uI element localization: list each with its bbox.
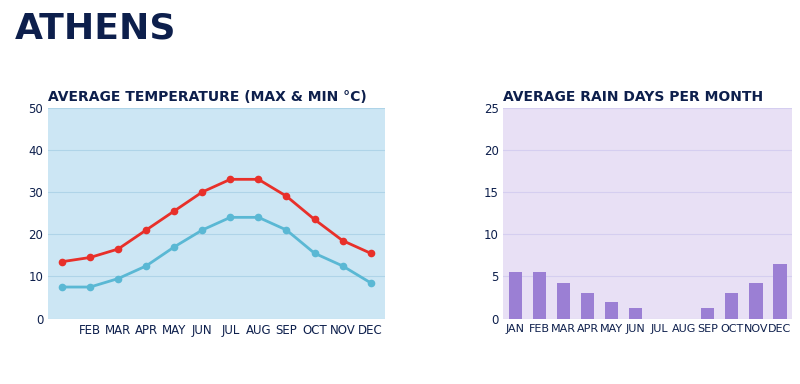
Bar — [750, 283, 762, 319]
Bar — [726, 293, 738, 319]
Text: AVERAGE TEMPERATURE (MAX & MIN °C): AVERAGE TEMPERATURE (MAX & MIN °C) — [48, 89, 366, 104]
Text: AVERAGE RAIN DAYS PER MONTH: AVERAGE RAIN DAYS PER MONTH — [503, 89, 763, 104]
Bar — [581, 293, 594, 319]
Bar — [702, 308, 714, 319]
Bar — [509, 272, 522, 319]
Text: ATHENS: ATHENS — [14, 12, 176, 46]
Bar — [605, 302, 618, 319]
Bar — [557, 283, 570, 319]
Bar — [629, 308, 642, 319]
Bar — [533, 272, 546, 319]
Bar — [774, 264, 786, 319]
